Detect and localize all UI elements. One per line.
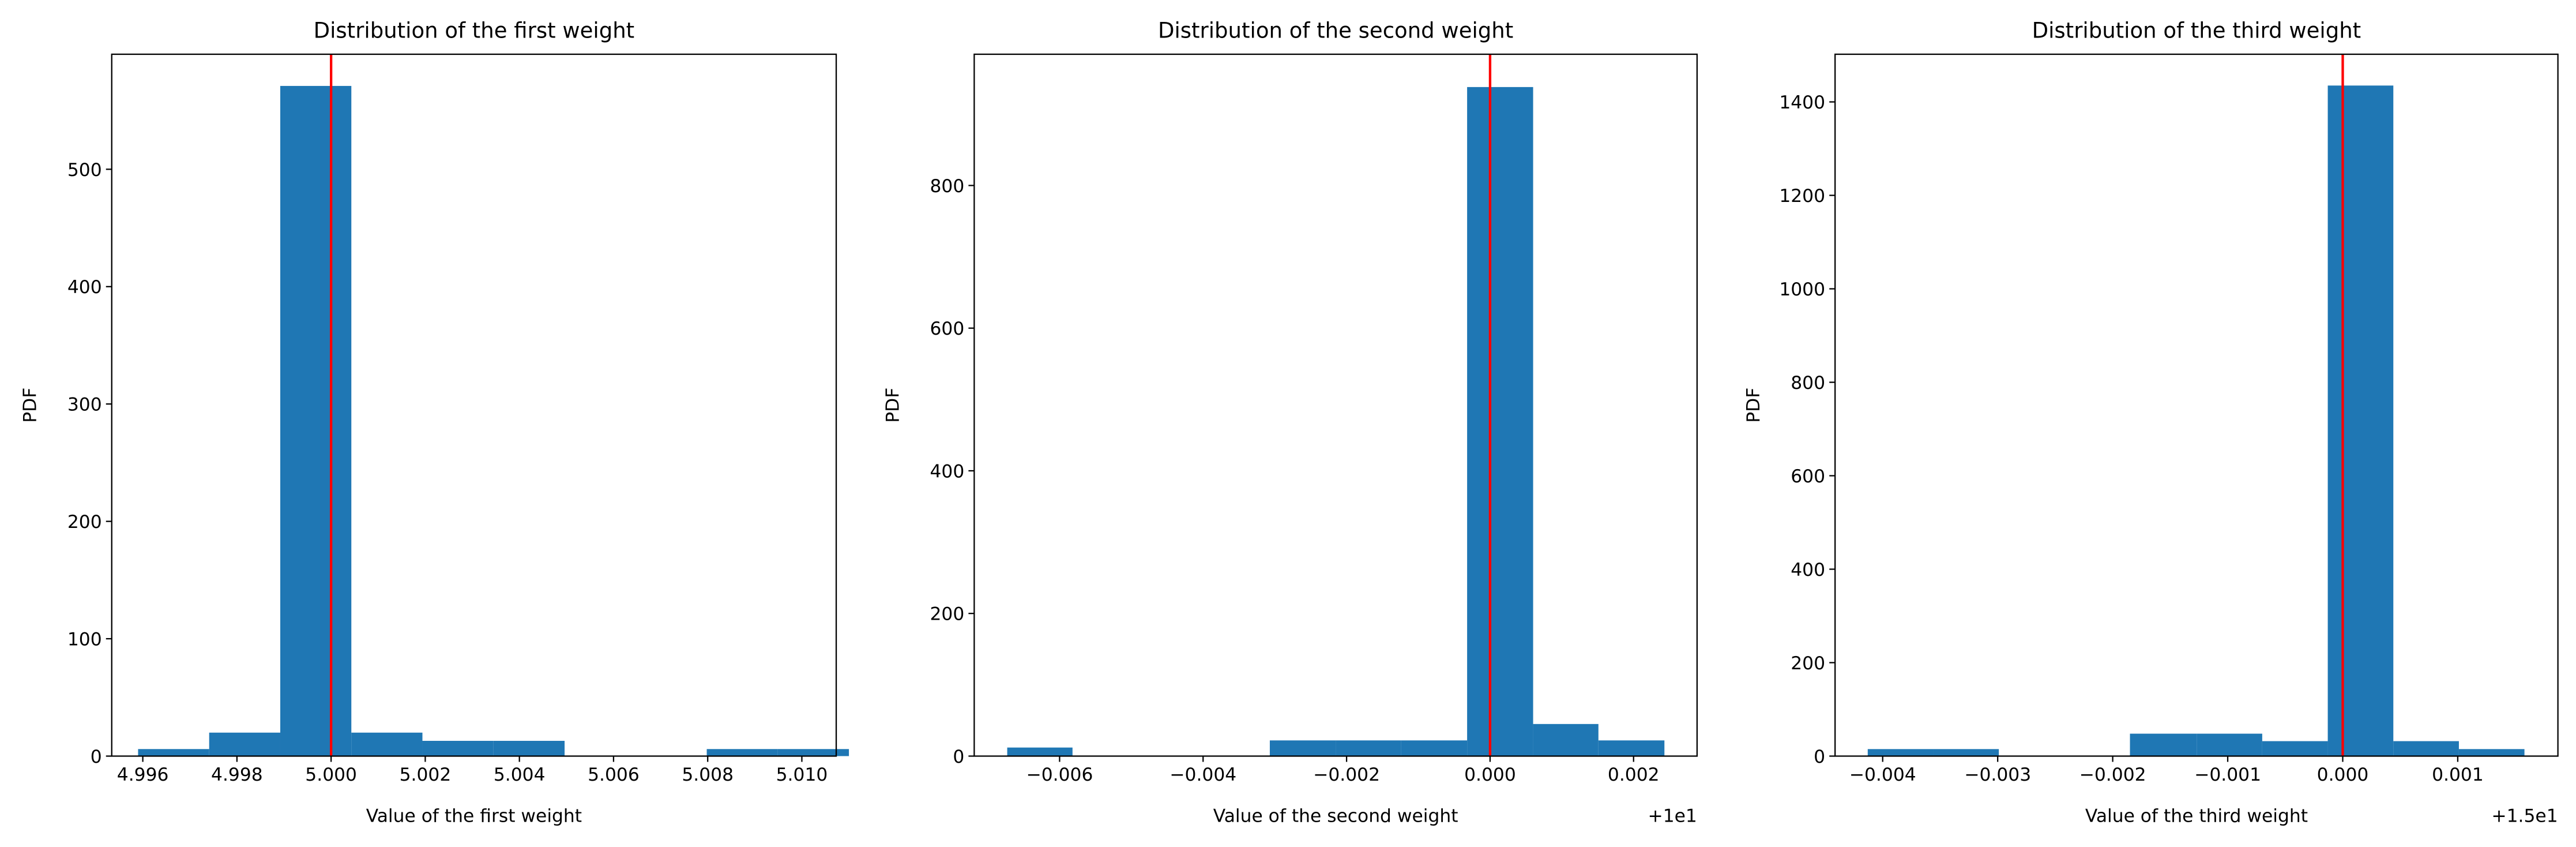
y-tick-label: 600 <box>930 318 964 339</box>
y-tick-label: 200 <box>67 512 102 533</box>
x-tick-label: 5.004 <box>494 764 546 785</box>
axes-frame <box>973 53 1698 757</box>
y-tick-label: 0 <box>91 747 102 767</box>
y-tick-label: 0 <box>953 747 964 767</box>
x-tick-label: −0.004 <box>1169 764 1236 785</box>
x-tick-label: −0.002 <box>1313 764 1380 785</box>
bar <box>2393 741 2459 756</box>
bar <box>1867 749 1934 756</box>
x-tick-label: 4.996 <box>117 764 169 785</box>
bar <box>706 749 778 756</box>
x-offset-label: +1.5e1 <box>2491 805 2558 826</box>
x-tick-label: −0.004 <box>1849 764 1916 785</box>
bar <box>1933 749 1999 756</box>
y-tick-label: 1400 <box>1779 92 1825 113</box>
bar <box>1467 87 1533 756</box>
bar <box>2327 85 2394 756</box>
bar <box>493 741 565 756</box>
x-tick-label: −0.002 <box>2079 764 2146 785</box>
y-tick-label: 300 <box>67 395 102 415</box>
bar <box>777 749 849 756</box>
subplot: 4.996 4.998 5.000 5.002 5.004 5.006 5.008 5.010… <box>20 18 849 826</box>
x-tick-label: 5.008 <box>682 764 734 785</box>
y-tick-label: 800 <box>1791 373 1825 393</box>
x-offset-label: +1e1 <box>1648 805 1697 826</box>
axes-frame <box>111 53 837 757</box>
x-tick-label: 0.002 <box>1608 764 1660 785</box>
y-tick-label: 400 <box>67 277 102 298</box>
x-tick-label: 4.998 <box>211 764 263 785</box>
chart-title: Distribution of the third weight <box>2032 18 2361 43</box>
bar <box>2262 741 2328 756</box>
bar <box>1598 740 1665 756</box>
y-tick-label: 200 <box>1791 653 1825 674</box>
bar <box>1007 747 1073 756</box>
bar <box>2197 733 2262 756</box>
bar <box>138 749 209 756</box>
x-axis-label: Value of the third weight <box>2085 805 2308 826</box>
bar <box>1269 740 1336 756</box>
x-tick-label: 0.001 <box>2432 764 2484 785</box>
x-tick-label: 5.010 <box>776 764 828 785</box>
axes-frame <box>1834 53 2559 757</box>
bar <box>351 732 423 756</box>
bar <box>1336 740 1401 756</box>
x-tick-label: 0.000 <box>2317 764 2369 785</box>
x-tick-label: 5.006 <box>588 764 640 785</box>
y-tick-label: 100 <box>67 629 102 650</box>
y-tick-label: 500 <box>67 160 102 181</box>
chart-title: Distribution of the first weight <box>314 18 635 43</box>
bar <box>209 732 280 756</box>
y-tick-label: 1200 <box>1779 186 1825 207</box>
y-tick-label: 400 <box>1791 560 1825 580</box>
x-axis-label: Value of the second weight <box>1213 805 1458 826</box>
bar <box>2458 749 2525 756</box>
y-axis-label: PDF <box>20 388 41 423</box>
y-tick-label: 600 <box>1791 466 1825 487</box>
x-axis-label: Value of the first weight <box>366 805 582 826</box>
bar <box>2130 733 2197 756</box>
y-axis-label: PDF <box>882 388 903 423</box>
x-tick-label: 5.000 <box>305 764 357 785</box>
y-tick-label: 800 <box>930 176 964 197</box>
x-tick-label: −0.006 <box>1026 764 1093 785</box>
x-tick-label: −0.001 <box>2194 764 2261 785</box>
bar <box>422 741 494 756</box>
bar <box>1533 724 1599 756</box>
y-tick-label: 1000 <box>1779 279 1825 300</box>
chart-title: Distribution of the second weight <box>1158 18 1513 43</box>
subplot: −0.006 −0.004 −0.002 0.000 0.002 0 200 400 600 80… <box>882 18 1698 826</box>
x-tick-label: 0.000 <box>1464 764 1516 785</box>
y-axis-label: PDF <box>1743 388 1764 423</box>
x-tick-label: 5.002 <box>400 764 452 785</box>
y-tick-label: 400 <box>930 461 964 482</box>
y-tick-label: 200 <box>930 604 964 625</box>
subplot: −0.004 −0.003 −0.002 −0.001 0.000 0.001 0 200 40… <box>1743 18 2559 826</box>
bar <box>280 85 352 756</box>
bar <box>1401 740 1468 756</box>
y-tick-label: 0 <box>1814 747 1825 767</box>
x-tick-label: −0.003 <box>1964 764 2031 785</box>
